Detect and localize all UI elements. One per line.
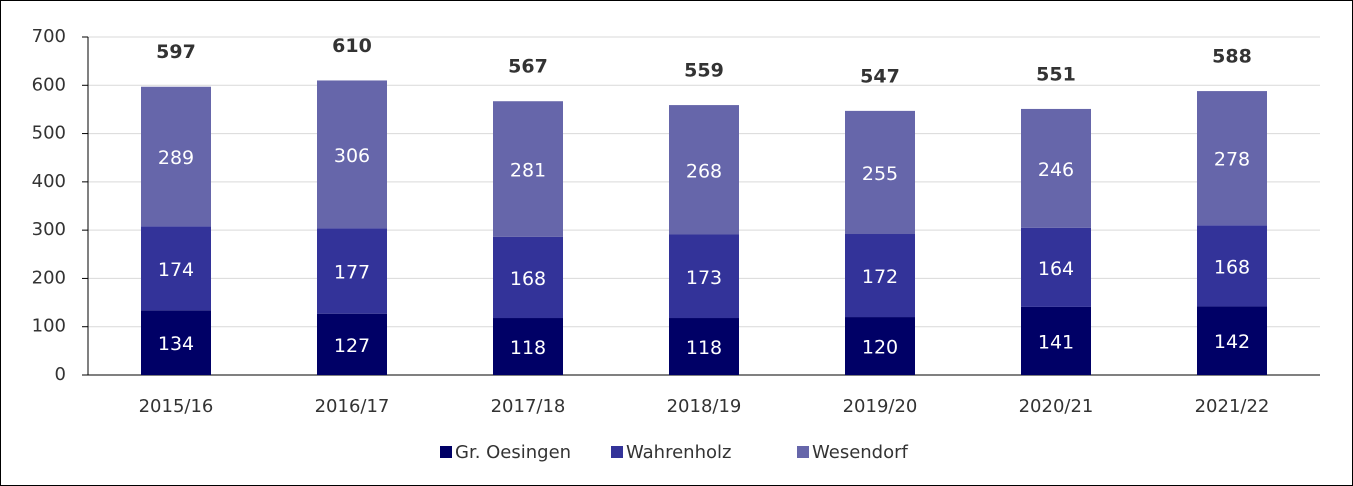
data-label: 168 [1214,256,1250,278]
data-label: 141 [1038,331,1074,353]
bar-segment [845,234,915,318]
x-tick-label: 2017/18 [491,396,566,417]
x-tick-label: 2021/22 [1195,396,1270,417]
total-label: 597 [156,41,196,63]
bar-segment [141,86,211,227]
data-label: 174 [158,259,194,281]
x-tick-label: 2020/21 [1019,396,1094,417]
x-tick-label: 2015/16 [139,396,214,417]
bar-segment [493,101,563,237]
bar-segment [317,313,387,375]
bar-segment [493,318,563,375]
data-label: 173 [686,267,722,289]
bar-segment [493,236,563,319]
total-label: 610 [332,35,372,57]
total-label: 588 [1212,46,1252,68]
bar-segment [1021,227,1091,307]
data-label: 118 [686,337,722,359]
bar-segment [317,228,387,314]
total-label: 567 [508,56,548,78]
data-label: 127 [334,335,370,357]
total-label: 551 [1036,63,1076,85]
data-label: 306 [334,145,370,167]
data-label: 172 [862,266,898,288]
y-tick-label: 600 [32,74,66,95]
bar-segment [1197,91,1267,226]
total-label: 559 [684,60,724,82]
bar-segment [1197,306,1267,375]
y-tick-label: 700 [32,26,66,47]
legend-swatch [440,446,452,458]
legend-label: Wesendorf [812,442,909,463]
y-tick-label: 500 [32,123,66,144]
y-tick-label: 400 [32,171,66,192]
bar-segment [669,318,739,375]
data-label: 278 [1214,149,1250,171]
bar-segment [1021,306,1091,375]
bar-segment [669,105,739,235]
total-label: 547 [860,65,900,87]
legend-label: Gr. Oesingen [455,442,571,463]
x-tick-label: 2019/20 [843,396,918,417]
data-label: 134 [158,333,194,355]
data-label: 281 [510,160,546,182]
x-tick-label: 2018/19 [667,396,742,417]
y-tick-label: 300 [32,219,66,240]
bar-segment [845,317,915,375]
data-label: 118 [510,337,546,359]
bar-segment [1197,225,1267,307]
bar-segment [845,110,915,235]
data-label: 142 [1214,331,1250,353]
bar-segment [141,310,211,375]
x-tick-label: 2016/17 [315,396,390,417]
bar-segment [669,234,739,319]
legend-label: Wahrenholz [626,442,731,463]
data-label: 268 [686,160,722,182]
data-label: 168 [510,268,546,290]
legend-swatch [797,446,809,458]
data-label: 120 [862,337,898,359]
data-label: 255 [862,163,898,185]
data-label: 177 [334,261,370,283]
legend-swatch [611,446,623,458]
y-tick-label: 100 [32,316,66,337]
data-label: 246 [1038,159,1074,181]
data-label: 164 [1038,258,1074,280]
data-label: 289 [158,147,194,169]
bar-segment [1021,108,1091,228]
y-tick-label: 0 [55,364,66,385]
y-tick-label: 200 [32,267,66,288]
bar-segment [141,226,211,311]
bar-segment [317,80,387,229]
